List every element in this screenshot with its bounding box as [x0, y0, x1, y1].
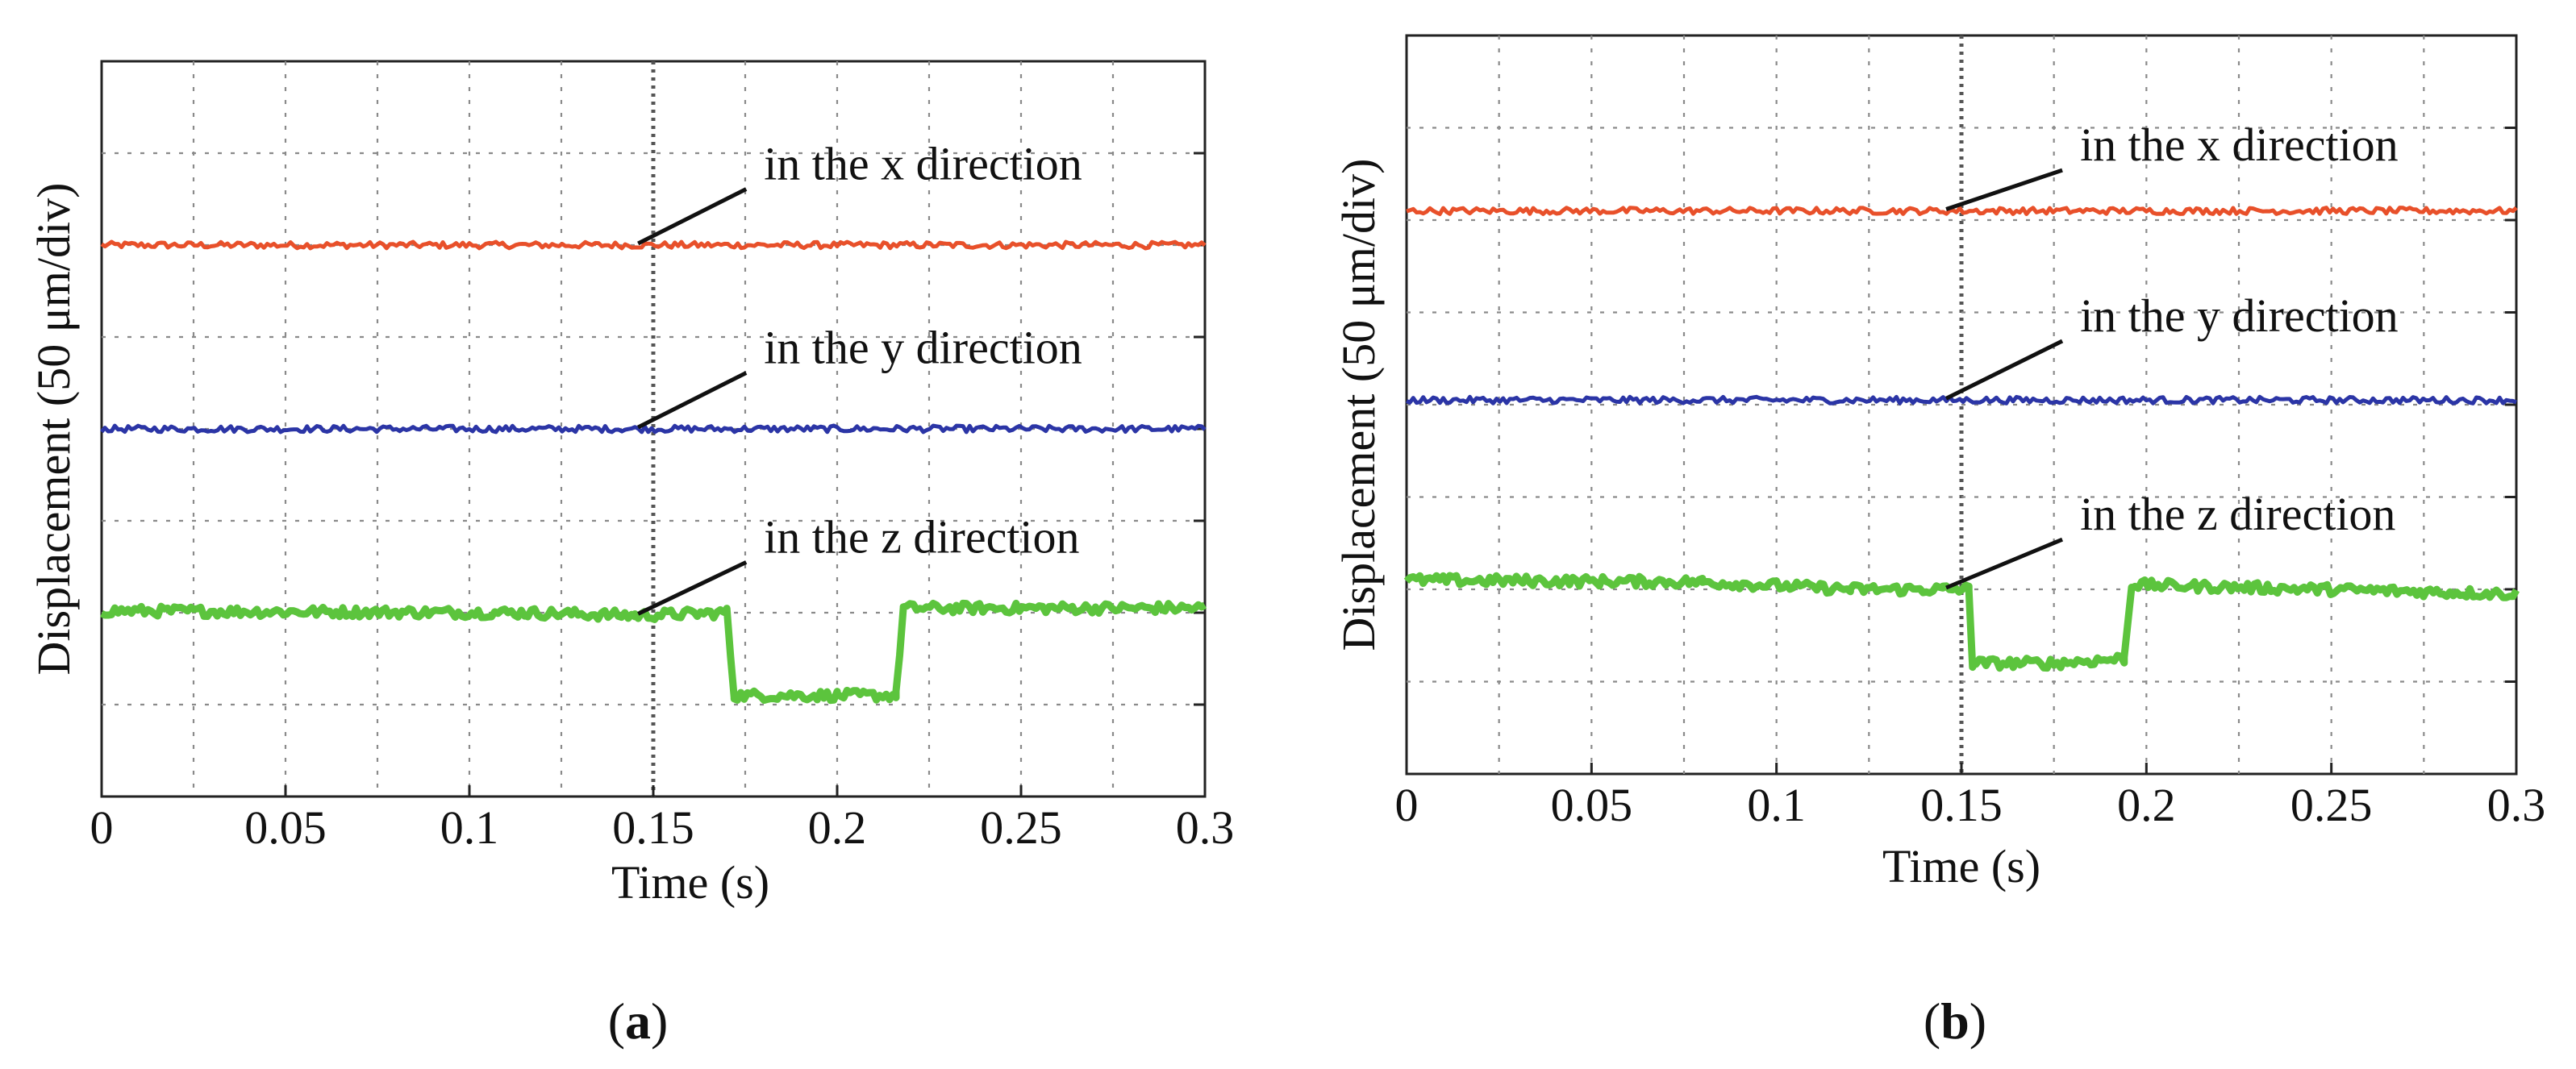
x-tick-label: 0	[90, 801, 114, 854]
x-tick-label: 0.05	[1551, 779, 1633, 831]
annotation-leader	[637, 187, 748, 246]
panel-b-letter: b	[1940, 992, 1970, 1050]
panel-a-y-axis-label: Displacement (50 μm/div)	[27, 183, 80, 676]
panel-a-caption: (a)	[608, 992, 669, 1050]
x-tick-label: 0.05	[244, 801, 327, 854]
x-tick-label: 0.15	[1920, 779, 2003, 831]
panel-b-annotations: in the x direction in the y direction in t…	[1945, 119, 2399, 590]
panel-a-traces	[100, 239, 1207, 705]
panel-b-chart: 0 0.05 0.1 0.15 0.2 0.25 0.3 in the x directio…	[1332, 34, 2546, 1050]
annotation-leader	[1945, 537, 2064, 590]
annotation-leader	[637, 371, 748, 430]
x-tick-label: 0.1	[440, 801, 499, 854]
annotation-label: in the z direction	[2080, 488, 2395, 540]
x-tick-label: 0.1	[1747, 779, 1806, 831]
series-trace-y	[1405, 394, 2517, 406]
panel-a-ticks: 0 0.05 0.1 0.15 0.2 0.25 0.3	[90, 152, 1235, 854]
panel-b-y-axis-label: Displacement (50 μm/div)	[1332, 159, 1385, 651]
x-tick-label: 0	[1395, 779, 1419, 831]
x-tick-label: 0.3	[2487, 779, 2546, 831]
annotation-leader	[637, 560, 748, 616]
annotation-label: in the z direction	[764, 510, 1079, 563]
panel-a-chart: 0 0.05 0.1 0.15 0.2 0.25 0.3 in the x directio…	[27, 60, 1235, 1050]
panel-a-annotations: in the x direction in the y direction in t…	[637, 138, 1082, 616]
annotation-label: in the x direction	[764, 138, 1082, 190]
panel-b-ticks: 0 0.05 0.1 0.15 0.2 0.25 0.3	[1395, 127, 2546, 831]
series-trace-x	[100, 239, 1207, 251]
x-tick-label: 0.25	[980, 801, 1062, 854]
panel-b-x-axis-label: Time (s)	[1882, 840, 2040, 892]
x-tick-label: 0.15	[612, 801, 694, 854]
series-trace-x	[1406, 206, 2518, 216]
x-tick-label: 0.2	[2117, 779, 2176, 831]
annotation-leader	[1945, 339, 2064, 401]
series-trace-z	[1403, 572, 2520, 672]
annotation-label: in the y direction	[764, 322, 1082, 374]
annotation-leader	[1945, 168, 2063, 211]
x-tick-label: 0.25	[2290, 779, 2373, 831]
annotation-label: in the x direction	[2080, 119, 2399, 171]
panel-b-caption: (b)	[1924, 992, 1986, 1050]
panel-a-x-axis-label: Time (s)	[611, 856, 769, 909]
annotation-label: in the y direction	[2080, 289, 2399, 342]
series-trace-z	[100, 599, 1207, 705]
panel-a-letter: a	[625, 992, 651, 1050]
x-tick-label: 0.3	[1176, 801, 1235, 854]
panel-b-traces	[1403, 206, 2520, 672]
x-tick-label: 0.2	[808, 801, 867, 854]
series-trace-y	[100, 423, 1207, 435]
